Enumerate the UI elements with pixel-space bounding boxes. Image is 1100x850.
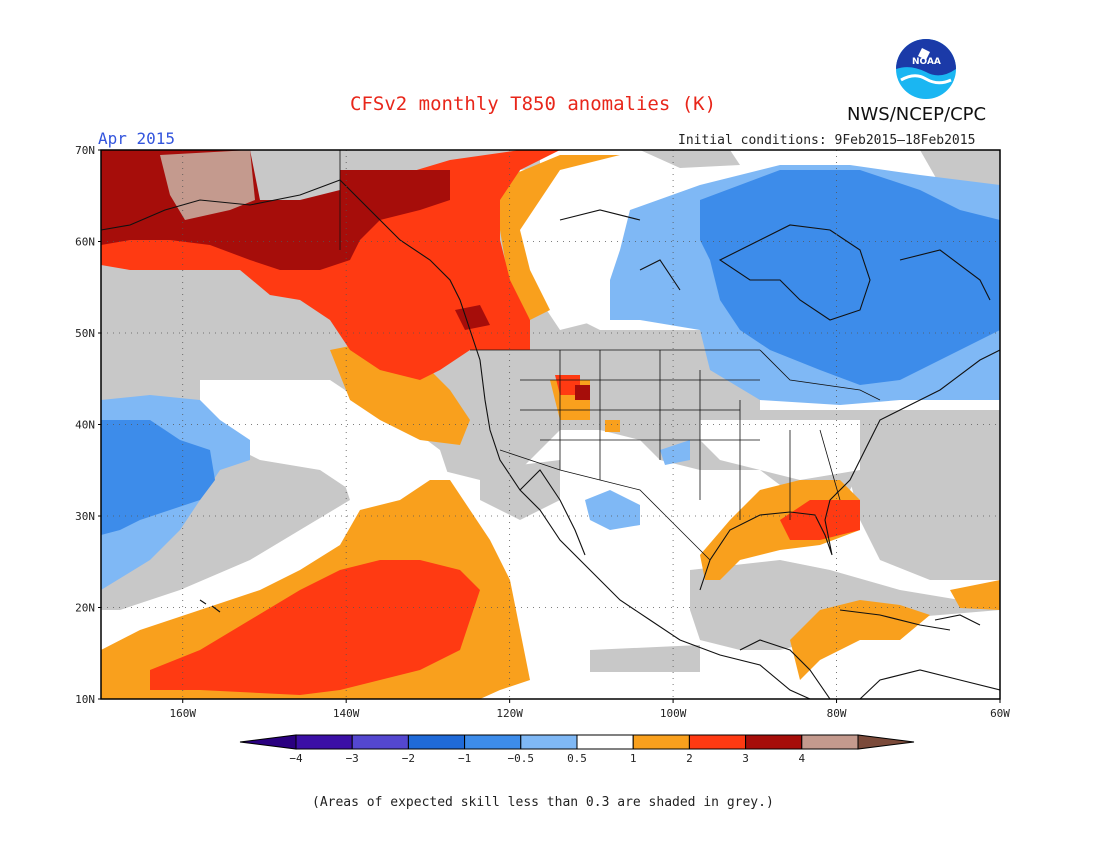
colorbar-label: −1 bbox=[458, 752, 471, 765]
coastlines bbox=[101, 179, 1000, 699]
anomaly-positive-3 bbox=[160, 150, 255, 220]
colorbar-swatch bbox=[351, 734, 409, 750]
colorbar-swatch bbox=[632, 734, 690, 750]
lat-label: 60N bbox=[75, 236, 95, 249]
colorbar-swatch bbox=[801, 734, 859, 750]
colorbar-swatch bbox=[745, 734, 803, 750]
colorbar-label: −0.5 bbox=[508, 752, 535, 765]
colorbar-label: 4 bbox=[798, 752, 805, 765]
lon-label: 60W bbox=[990, 707, 1010, 720]
anomaly-map bbox=[101, 150, 1000, 699]
colorbar-label: −4 bbox=[289, 752, 303, 765]
colorbar-label: −2 bbox=[402, 752, 415, 765]
initial-conditions: Initial conditions: 9Feb2015–18Feb2015 bbox=[678, 133, 975, 148]
skill-note: (Areas of expected skill less than 0.3 a… bbox=[312, 795, 774, 810]
lat-label: 50N bbox=[75, 327, 95, 340]
lon-label: 140W bbox=[333, 707, 360, 720]
colorbar-swatch bbox=[688, 734, 747, 750]
forecast-month: Apr 2015 bbox=[98, 129, 175, 148]
colorbar-high-end bbox=[857, 734, 915, 750]
colorbar-label: 0.5 bbox=[567, 752, 587, 765]
longitude-labels: 160W 140W 120W 100W 80W 60W bbox=[169, 699, 1010, 720]
colorbar-label: 3 bbox=[742, 752, 749, 765]
colorbar-low-end bbox=[239, 734, 297, 750]
colorbar-swatch bbox=[464, 734, 522, 750]
colorbar: −4 −3 −2 −1 −0.5 0.5 1 2 3 4 bbox=[239, 734, 915, 765]
anomaly-negative-1 bbox=[101, 170, 1000, 535]
lat-label: 70N bbox=[75, 144, 95, 157]
colorbar-label: 2 bbox=[686, 752, 693, 765]
latitude-labels: 70N 60N 50N 40N 30N 20N 10N bbox=[75, 144, 101, 706]
lon-label: 120W bbox=[496, 707, 523, 720]
figure-title: CFSv2 monthly T850 anomalies (K) bbox=[350, 93, 716, 115]
political-borders bbox=[339, 150, 881, 561]
lon-label: 100W bbox=[660, 707, 687, 720]
colorbar-swatch bbox=[520, 734, 578, 750]
lat-label: 20N bbox=[75, 602, 95, 615]
colorbar-swatch bbox=[407, 734, 466, 750]
colorbar-label: 1 bbox=[630, 752, 637, 765]
lat-label: 10N bbox=[75, 693, 95, 706]
colorbar-swatch bbox=[295, 734, 353, 750]
colorbar-label: −3 bbox=[346, 752, 359, 765]
lon-label: 80W bbox=[827, 707, 847, 720]
noaa-logo-icon: NOAA bbox=[896, 39, 956, 99]
lon-label: 160W bbox=[169, 707, 196, 720]
noaa-logo-text: NOAA bbox=[912, 57, 941, 67]
lat-label: 40N bbox=[75, 419, 95, 432]
colorbar-swatch bbox=[576, 734, 634, 750]
agency-label: NWS/NCEP/CPC bbox=[847, 104, 986, 125]
lat-label: 30N bbox=[75, 510, 95, 523]
